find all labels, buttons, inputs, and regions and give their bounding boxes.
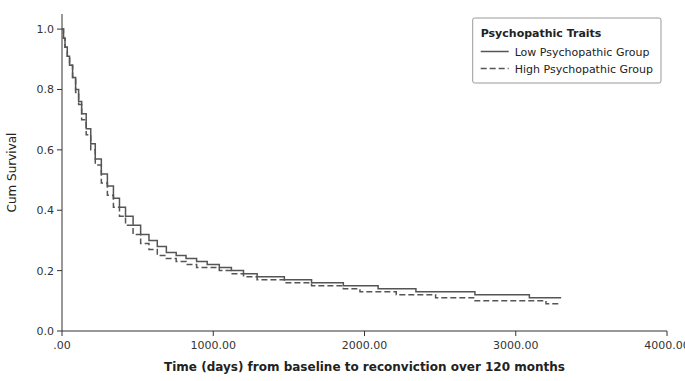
x-tick — [515, 331, 516, 336]
legend-box — [473, 18, 661, 83]
x-tick — [213, 331, 214, 336]
x-tick-label: .00 — [53, 339, 71, 352]
x-tick-label: 3000.00 — [493, 339, 539, 352]
y-tick — [57, 149, 62, 150]
y-tick-label: 0.8 — [37, 83, 55, 96]
x-tick — [62, 331, 63, 336]
y-tick — [57, 89, 62, 90]
x-tick-label: 2000.00 — [342, 339, 388, 352]
y-tick-label: 0.4 — [37, 204, 55, 217]
legend: Psychopathic Traits Low Psychopathic Grou… — [473, 18, 661, 83]
y-axis-label: Cum Survival — [5, 133, 19, 213]
x-tick-label: 4000.00 — [644, 339, 685, 352]
y-tick — [57, 29, 62, 30]
x-tick — [364, 331, 365, 336]
x-axis-label: Time (days) from baseline to reconvictio… — [164, 360, 565, 374]
chart: .00 1000.00 2000.00 3000.00 4000.00 0.0 0.2 0.4… — [0, 0, 685, 381]
y-tick — [57, 270, 62, 271]
legend-entry: Low Psychopathic Group — [515, 46, 650, 59]
y-tick — [57, 331, 62, 332]
y-tick-label: 0.0 — [37, 325, 55, 338]
axes: .00 1000.00 2000.00 3000.00 4000.00 0.0 0.2 0.4… — [37, 14, 685, 352]
y-tick — [57, 210, 62, 211]
x-tick — [667, 331, 668, 336]
legend-swatch — [481, 51, 509, 53]
y-axis-line — [62, 14, 63, 331]
x-tick-label: 1000.00 — [191, 339, 237, 352]
legend-swatch — [481, 68, 509, 70]
y-tick-label: 0.6 — [37, 144, 55, 157]
y-tick-label: 0.2 — [37, 265, 55, 278]
legend-entry: High Psychopathic Group — [515, 63, 653, 76]
legend-title: Psychopathic Traits — [481, 27, 602, 40]
y-tick-label: 1.0 — [37, 23, 55, 36]
